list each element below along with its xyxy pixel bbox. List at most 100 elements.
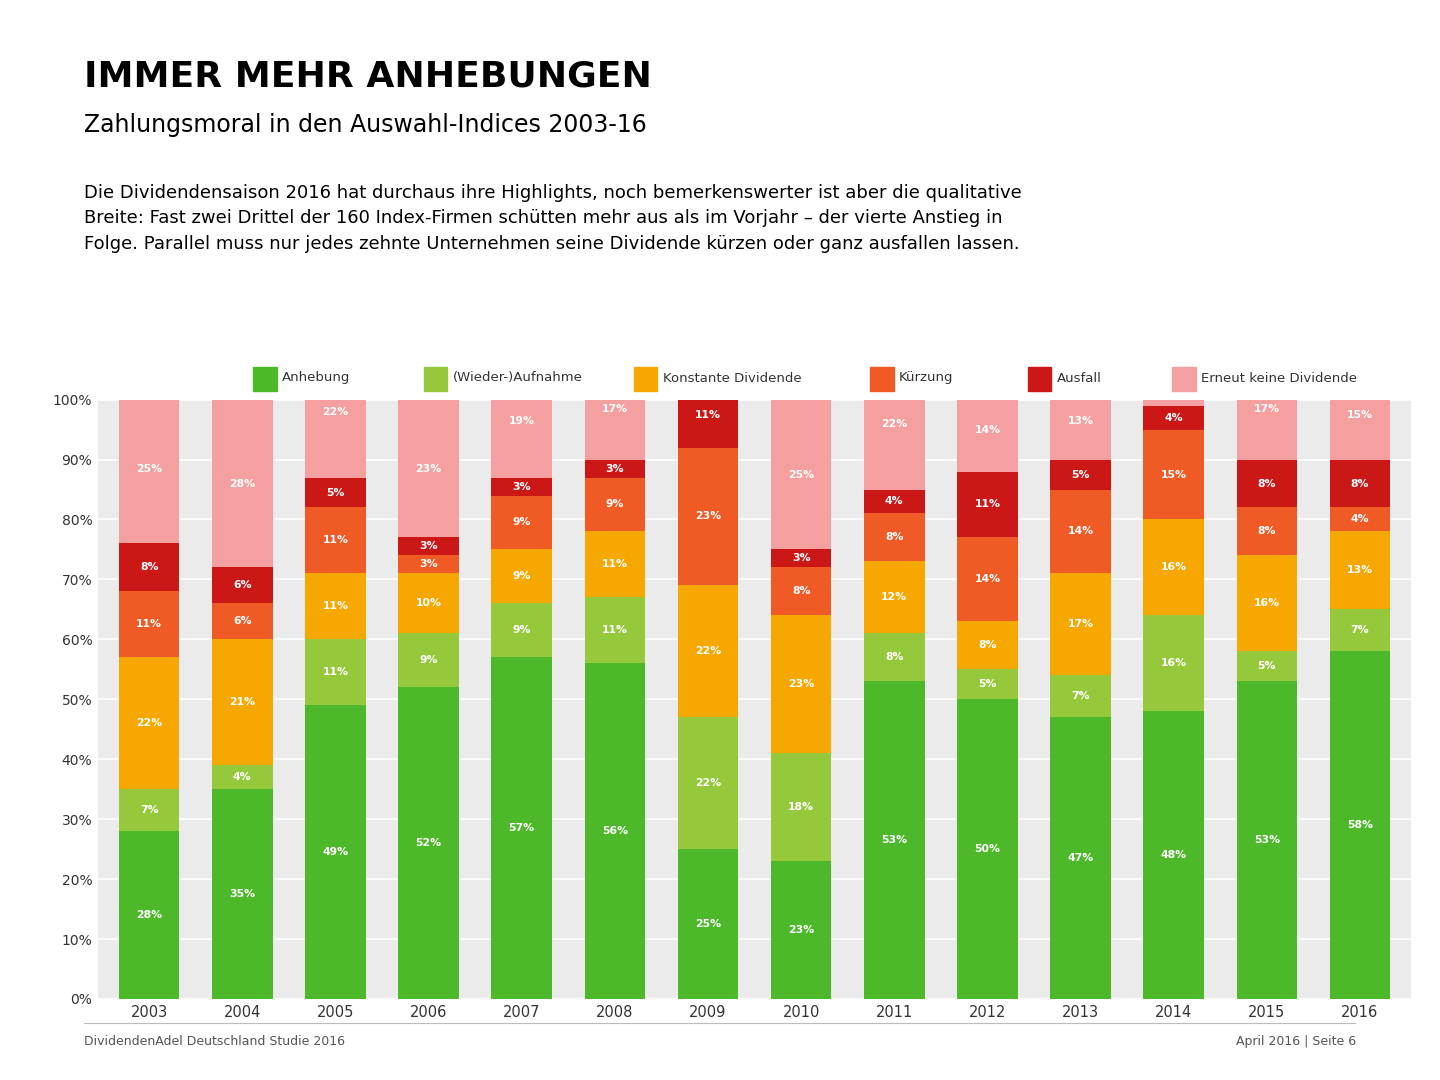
Text: Die Dividendensaison 2016 hat durchaus ihre Highlights, noch bemerkenswerter ist: Die Dividendensaison 2016 hat durchaus i… xyxy=(84,184,1021,253)
Bar xyxy=(212,567,272,604)
Text: 25%: 25% xyxy=(137,463,163,473)
Bar xyxy=(491,364,552,477)
Text: 22%: 22% xyxy=(696,779,721,788)
Bar xyxy=(958,700,1018,999)
Bar xyxy=(958,388,1018,472)
Text: 22%: 22% xyxy=(696,646,721,657)
Bar xyxy=(770,616,831,753)
Bar xyxy=(1050,675,1110,717)
Bar xyxy=(1237,651,1297,681)
Bar xyxy=(1329,531,1390,609)
Bar xyxy=(585,477,645,531)
Bar xyxy=(399,687,459,999)
Bar xyxy=(1143,519,1204,616)
Bar xyxy=(1237,555,1297,651)
Text: (Wieder-)Aufnahme: (Wieder-)Aufnahme xyxy=(452,372,582,384)
Text: 52%: 52% xyxy=(416,838,442,848)
Text: 16%: 16% xyxy=(1161,563,1187,572)
Text: Zahlungsmoral in den Auswahl-Indices 2003-16: Zahlungsmoral in den Auswahl-Indices 200… xyxy=(84,113,647,137)
Text: 35%: 35% xyxy=(229,889,255,900)
Text: 3%: 3% xyxy=(419,559,438,569)
Bar xyxy=(585,663,645,999)
Bar xyxy=(1143,616,1204,712)
Text: 8%: 8% xyxy=(792,586,811,596)
Bar xyxy=(1050,489,1110,573)
Text: 8%: 8% xyxy=(1351,478,1369,488)
Bar xyxy=(958,472,1018,538)
Bar xyxy=(585,597,645,663)
Bar xyxy=(678,585,739,717)
Text: 5%: 5% xyxy=(327,487,344,498)
Text: 53%: 53% xyxy=(881,835,907,846)
Text: 14%: 14% xyxy=(975,424,1001,434)
Text: 25%: 25% xyxy=(788,470,814,480)
Bar xyxy=(491,658,552,999)
Text: 23%: 23% xyxy=(788,679,814,689)
Text: 16%: 16% xyxy=(1161,659,1187,669)
Text: Kürzung: Kürzung xyxy=(899,372,953,384)
Bar xyxy=(585,460,645,477)
Bar xyxy=(678,717,739,849)
Text: 22%: 22% xyxy=(323,406,348,417)
Text: 9%: 9% xyxy=(513,517,531,527)
Text: Anhebung: Anhebung xyxy=(282,372,350,384)
Bar xyxy=(399,633,459,687)
Bar xyxy=(399,538,459,555)
Bar xyxy=(864,357,924,489)
Bar xyxy=(770,550,831,567)
Text: 4%: 4% xyxy=(886,497,903,507)
Text: 8%: 8% xyxy=(886,532,903,542)
Bar xyxy=(305,346,366,477)
Text: 4%: 4% xyxy=(1351,514,1369,525)
Text: 5%: 5% xyxy=(1071,470,1090,480)
Text: DividendenAdel Deutschland Studie 2016: DividendenAdel Deutschland Studie 2016 xyxy=(84,1035,344,1048)
Text: 11%: 11% xyxy=(323,667,348,677)
Text: 11%: 11% xyxy=(696,409,721,420)
Bar xyxy=(770,861,831,999)
Bar xyxy=(864,681,924,999)
Text: 9%: 9% xyxy=(606,499,624,510)
Text: 17%: 17% xyxy=(1067,619,1093,630)
Text: 9%: 9% xyxy=(513,625,531,635)
Text: 47%: 47% xyxy=(1067,853,1093,863)
Text: 13%: 13% xyxy=(1346,566,1372,576)
Bar xyxy=(1237,460,1297,508)
Text: 3%: 3% xyxy=(513,482,531,491)
Text: 3%: 3% xyxy=(792,553,811,564)
Bar xyxy=(678,849,739,999)
FancyBboxPatch shape xyxy=(634,367,658,391)
Bar xyxy=(491,496,552,550)
Bar xyxy=(958,670,1018,700)
Text: 21%: 21% xyxy=(229,698,255,707)
Text: 8%: 8% xyxy=(140,563,158,572)
Text: 22%: 22% xyxy=(881,419,907,429)
Text: 18%: 18% xyxy=(788,802,814,812)
Text: 7%: 7% xyxy=(1071,691,1090,701)
Text: 6%: 6% xyxy=(233,580,252,591)
Bar xyxy=(585,357,645,460)
Text: 17%: 17% xyxy=(696,326,721,336)
Bar xyxy=(1050,381,1110,460)
Bar xyxy=(1329,651,1390,999)
Text: 8%: 8% xyxy=(978,640,996,650)
Text: 11%: 11% xyxy=(602,625,628,635)
Text: 5%: 5% xyxy=(978,679,996,689)
Bar xyxy=(1050,460,1110,489)
Bar xyxy=(1237,681,1297,999)
FancyBboxPatch shape xyxy=(253,367,276,391)
Bar xyxy=(491,550,552,604)
Bar xyxy=(1143,712,1204,999)
Bar xyxy=(120,393,180,543)
Bar xyxy=(958,538,1018,621)
Bar xyxy=(120,658,180,789)
Text: 7%: 7% xyxy=(1351,625,1369,635)
Bar xyxy=(305,573,366,639)
Bar xyxy=(399,400,459,538)
Bar xyxy=(305,508,366,573)
Text: 53%: 53% xyxy=(1254,835,1280,846)
Text: 15%: 15% xyxy=(1346,409,1372,420)
Text: 4%: 4% xyxy=(233,772,252,782)
Text: 17%: 17% xyxy=(602,404,628,414)
Text: 9%: 9% xyxy=(419,656,438,665)
Text: 15%: 15% xyxy=(1161,470,1187,480)
